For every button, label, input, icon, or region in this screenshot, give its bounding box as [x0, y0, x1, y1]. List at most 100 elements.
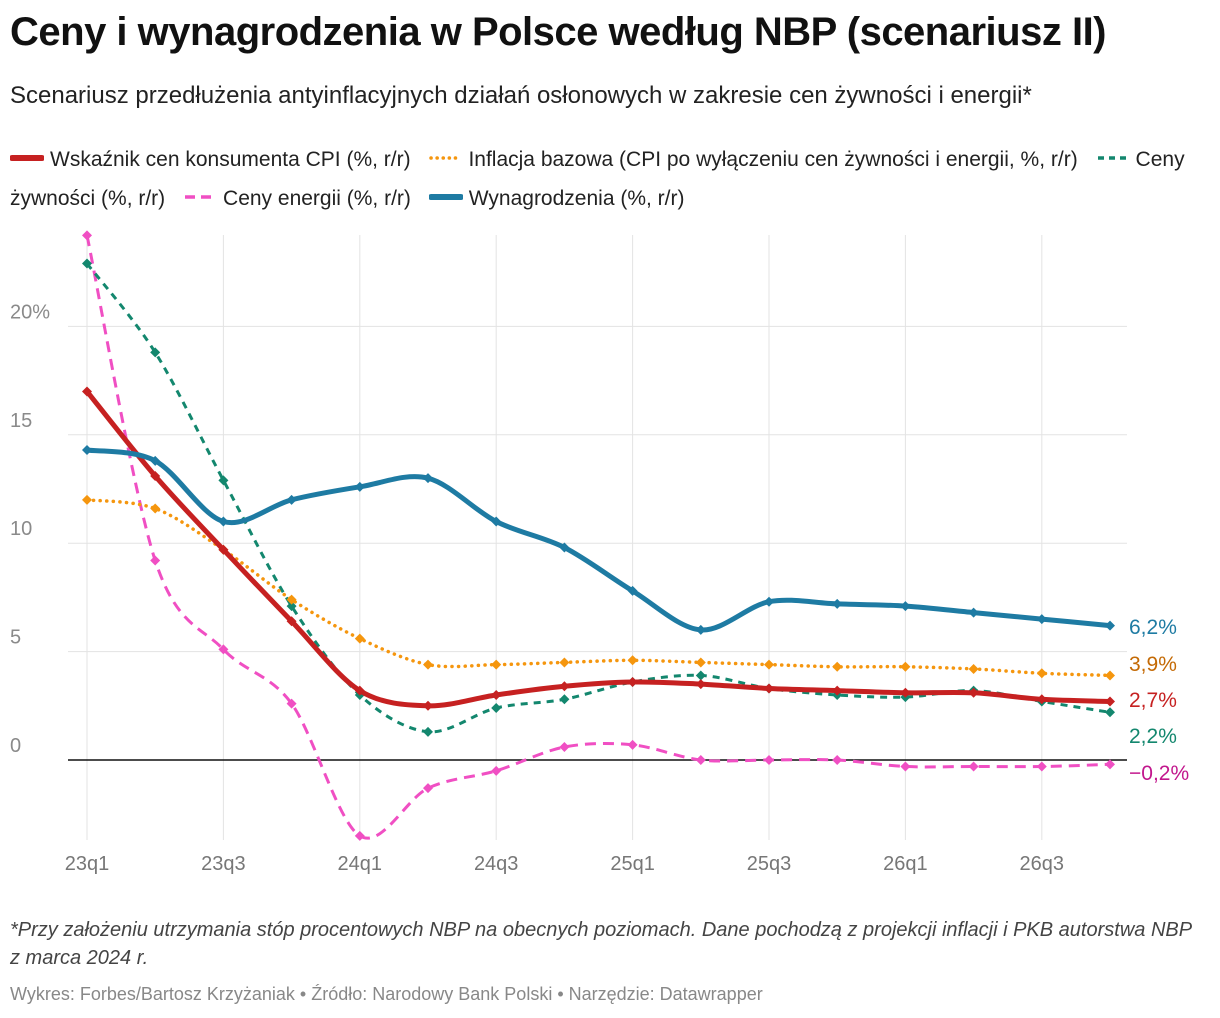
y-tick-label: 0 — [10, 735, 21, 757]
data-point — [491, 689, 502, 700]
data-point — [286, 494, 297, 505]
data-point — [286, 616, 297, 627]
data-point — [491, 702, 502, 713]
legend-swatch-food — [1097, 156, 1128, 161]
series-1 — [82, 494, 1115, 681]
data-point — [627, 739, 638, 750]
legend-label-food: Ceny żywności (%, r/r) — [10, 148, 1185, 210]
end-label-4: 6,2% — [1129, 616, 1177, 639]
legend: Wskaźnik cen konsumenta CPI (%, r/r) Inf… — [10, 140, 1210, 218]
data-point — [832, 661, 843, 672]
legend-item-food: Ceny żywności (%, r/r) — [10, 148, 1185, 210]
series-0 — [82, 386, 1115, 711]
y-tick-label: 15 — [10, 410, 32, 432]
data-point — [491, 765, 502, 776]
data-point — [354, 830, 365, 841]
data-point — [900, 601, 911, 612]
series-line — [85, 234, 1111, 840]
data-point — [423, 783, 433, 794]
data-point — [82, 230, 92, 241]
data-point — [354, 685, 365, 696]
data-point — [150, 503, 161, 514]
data-point — [218, 544, 229, 555]
data-point — [150, 555, 161, 566]
series-line — [84, 447, 1113, 633]
x-tick-label: 24q1 — [338, 853, 383, 875]
data-point — [559, 657, 570, 668]
legend-swatch-energy — [185, 195, 216, 200]
end-label-0: 2,7% — [1129, 689, 1177, 712]
legend-label-cpi: Wskaźnik cen konsumenta CPI (%, r/r) — [50, 148, 411, 171]
data-point — [423, 726, 433, 737]
data-point — [286, 594, 297, 605]
x-tick-label: 23q3 — [201, 853, 246, 875]
series-2 — [82, 258, 1115, 737]
chart-subtitle: Scenariusz przedłużenia antyinflacyjnych… — [10, 82, 1032, 109]
data-point — [968, 607, 979, 618]
data-point — [900, 661, 911, 672]
data-point — [559, 542, 570, 553]
data-point — [423, 700, 433, 711]
data-point — [764, 596, 774, 607]
data-point — [695, 657, 706, 668]
y-tick-label: 5 — [10, 627, 21, 649]
data-point — [1105, 696, 1115, 707]
end-label-2: 2,2% — [1129, 725, 1177, 748]
data-point — [354, 633, 365, 644]
grid — [68, 235, 1127, 840]
data-point — [1105, 620, 1115, 631]
data-point — [1105, 707, 1115, 718]
data-point — [1105, 670, 1115, 681]
data-point — [695, 679, 706, 690]
end-label-3: −0,2% — [1129, 762, 1189, 785]
data-point — [559, 741, 570, 752]
axes: 23q1 23q3 24q1 24q3 25q1 25q3 26q1 26q3 0 5 10 15 20… — [10, 301, 1064, 875]
data-point — [218, 644, 229, 655]
data-point — [491, 516, 502, 527]
data-point — [968, 687, 979, 698]
legend-item-energy: Ceny energii (%, r/r) — [183, 187, 411, 210]
data-point — [286, 601, 297, 612]
y-tick-label: 20% — [10, 301, 50, 323]
chart-title: Ceny i wynagrodzenia w Polsce według NBP… — [10, 10, 1107, 54]
credits: Wykres: Forbes/Bartosz Krzyżaniak • Źród… — [10, 984, 763, 1004]
data-point — [968, 761, 979, 772]
x-tick-label: 25q3 — [747, 853, 792, 875]
data-point — [559, 694, 570, 705]
legend-label-wages: Wynagrodzenia (%, r/r) — [468, 187, 685, 210]
data-point — [82, 444, 92, 455]
data-point — [695, 755, 706, 765]
x-tick-label: 25q1 — [610, 853, 655, 875]
data-point — [627, 655, 638, 666]
data-point — [82, 258, 92, 269]
data-point — [832, 598, 843, 609]
data-point — [764, 755, 774, 765]
data-point — [150, 347, 161, 358]
data-point — [1036, 668, 1047, 679]
legend-item-wages: Wynagrodzenia (%, r/r) — [428, 187, 685, 210]
data-point — [218, 475, 229, 486]
data-point — [354, 481, 365, 492]
data-point — [968, 663, 979, 674]
data-point — [832, 755, 843, 765]
data-point — [82, 494, 92, 505]
legend-item-cpi: Wskaźnik cen konsumenta CPI (%, r/r) — [10, 148, 411, 171]
series — [82, 230, 1115, 841]
end-label-1: 3,9% — [1129, 653, 1177, 676]
legend-swatch-cpi — [10, 155, 44, 162]
x-tick-label: 26q1 — [883, 853, 928, 875]
data-point — [1036, 694, 1047, 705]
data-point — [1036, 614, 1047, 625]
data-point — [1036, 761, 1047, 772]
data-point — [695, 670, 706, 681]
x-tick-label: 24q3 — [474, 853, 519, 875]
legend-item-core: Inflacja bazowa (CPI po wyłączeniu cen ż… — [428, 148, 1078, 171]
data-point — [491, 659, 502, 670]
data-point — [627, 585, 638, 596]
footnote: *Przy założeniu utrzymania stóp procento… — [10, 919, 1192, 969]
series-3 — [82, 230, 1115, 841]
data-point — [627, 676, 638, 687]
data-point — [764, 659, 774, 670]
series-line — [84, 388, 1113, 709]
legend-label-core: Inflacja bazowa (CPI po wyłączeniu cen ż… — [468, 148, 1078, 171]
